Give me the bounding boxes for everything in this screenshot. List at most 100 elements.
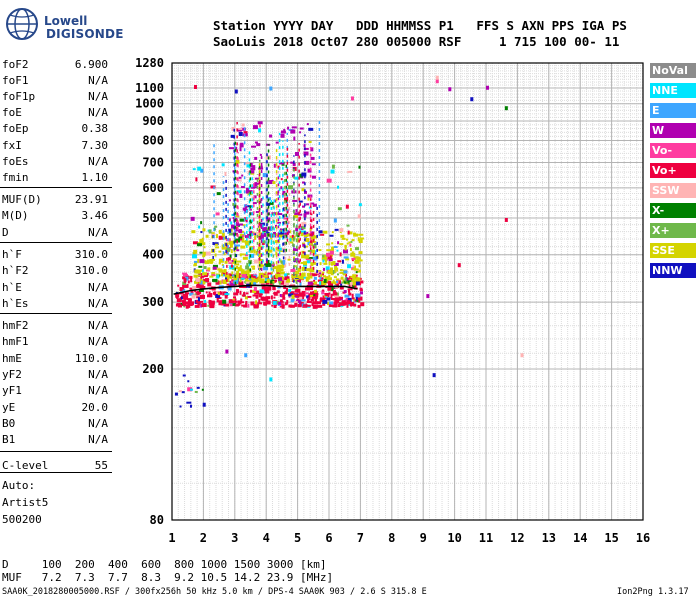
echo-point [349, 244, 351, 247]
echo-point [183, 294, 185, 298]
echo-point [292, 295, 295, 299]
echo-point [249, 278, 251, 280]
echo-point [324, 279, 327, 283]
echo-point [264, 297, 266, 299]
x-tick-label: 14 [573, 531, 587, 545]
legend-item: SSE [650, 243, 696, 258]
echo-point [320, 262, 322, 265]
echo-point [227, 274, 229, 277]
echo-point [327, 179, 332, 183]
echo-point [190, 389, 193, 391]
echo-point [319, 272, 321, 274]
echo-point [298, 304, 302, 307]
echo-point [352, 265, 354, 267]
echo-point [245, 235, 247, 238]
echo-point [254, 157, 257, 160]
echo-point [195, 177, 197, 181]
echo-point [197, 243, 202, 246]
echo-point [334, 295, 339, 297]
echo-point [236, 249, 239, 251]
echo-point [301, 299, 306, 301]
echo-point [346, 205, 349, 209]
echo-point [303, 213, 306, 217]
echo-point [319, 281, 321, 285]
echo-point [212, 279, 217, 282]
echo-point [231, 271, 233, 274]
echo-point [197, 387, 200, 389]
echo-point [340, 252, 342, 256]
echo-point [294, 301, 298, 303]
echo-point [299, 300, 301, 304]
echo-point [255, 300, 257, 304]
y-tick-label: 80 [150, 513, 164, 527]
echo-point [209, 304, 214, 308]
echo-point [276, 142, 279, 144]
echo-point [280, 268, 284, 271]
echo-point [253, 295, 256, 297]
echo-point [239, 194, 242, 198]
echo-point [239, 224, 243, 226]
echo-point [224, 293, 229, 295]
echo-point [190, 278, 192, 282]
echo-point [240, 253, 242, 256]
echo-point [197, 302, 201, 304]
echo-point [331, 170, 335, 174]
echo-point [220, 280, 222, 284]
echo-point [230, 276, 232, 279]
echo-point [306, 232, 308, 234]
echo-point [205, 278, 209, 282]
echo-point [240, 147, 242, 151]
echo-point [299, 297, 302, 300]
echo-point [305, 238, 309, 242]
echo-point [283, 261, 285, 265]
echo-point [180, 406, 182, 408]
echo-point [355, 247, 359, 250]
echo-point [436, 76, 439, 80]
echo-point [279, 281, 281, 285]
echo-point [241, 305, 245, 307]
echo-point [213, 267, 217, 270]
echo-point [350, 276, 355, 278]
echo-point [360, 302, 364, 306]
echo-point [216, 234, 218, 238]
echo-point [347, 225, 350, 227]
echo-point [347, 264, 351, 268]
echo-point [194, 85, 197, 89]
y-tick-label: 300 [142, 295, 164, 309]
echo-point [328, 277, 332, 280]
echo-point [350, 253, 355, 257]
echo-point [225, 350, 228, 354]
echo-point [271, 272, 273, 274]
echo-point [218, 292, 220, 295]
echo-point [209, 292, 211, 296]
echo-point [294, 303, 297, 307]
echo-point [188, 280, 190, 283]
echo-point [331, 242, 333, 244]
echo-point [342, 260, 344, 264]
echo-point [313, 301, 318, 304]
echo-point [306, 203, 309, 205]
legend-item: X- [650, 203, 696, 218]
echo-point [355, 277, 360, 281]
echo-point [242, 295, 246, 297]
echo-point [357, 300, 359, 302]
echo-point [198, 266, 202, 268]
echo-point [273, 297, 275, 299]
legend-item: SSW [650, 183, 696, 198]
echo-point [213, 292, 216, 295]
echo-point [258, 121, 263, 124]
echo-point [225, 295, 228, 299]
echo-point [207, 267, 210, 270]
echo-point [337, 273, 339, 275]
muf-row: MUF 7.2 7.3 7.7 8.3 9.2 10.5 14.2 23.9 [… [2, 571, 333, 584]
echo-point [195, 391, 198, 393]
echo-point [198, 226, 200, 229]
echo-point [331, 247, 334, 251]
echo-point [193, 250, 197, 254]
echo-point [246, 292, 249, 294]
echo-point [267, 279, 270, 283]
echo-point [183, 274, 188, 276]
echo-point [209, 229, 212, 233]
echo-point [200, 221, 202, 224]
echo-point [236, 261, 241, 263]
